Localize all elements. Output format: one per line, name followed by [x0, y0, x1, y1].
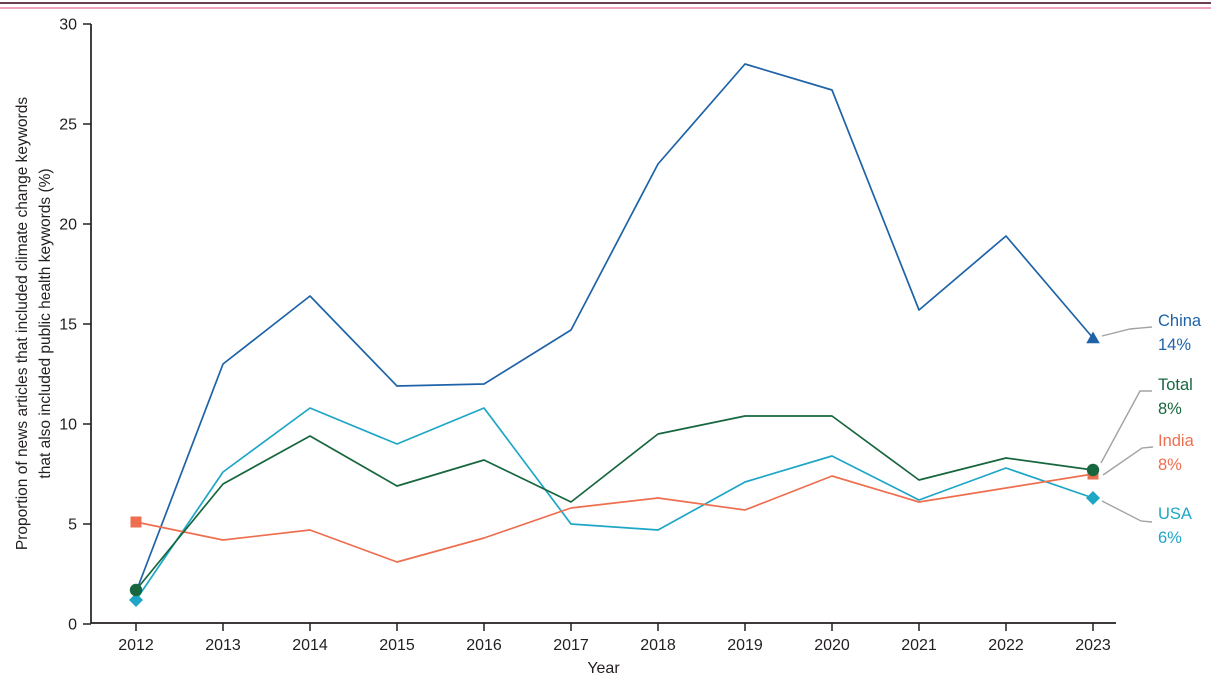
- y-tick-label: 25: [59, 117, 77, 134]
- x-tick-label: 2019: [727, 637, 763, 654]
- x-tick-label: 2021: [901, 637, 937, 654]
- total-start-marker: [129, 583, 143, 597]
- top-rule-pink: [0, 7, 1211, 9]
- y-tick-label: 5: [68, 517, 77, 534]
- x-tick-label: 2015: [379, 637, 415, 654]
- x-axis-title: Year: [587, 660, 620, 677]
- india-start-marker: [130, 516, 142, 528]
- end-label-name-china: China: [1158, 312, 1202, 330]
- end-label-value-india: 8%: [1158, 456, 1182, 474]
- top-rule-dark: [0, 2, 1211, 4]
- leader-line-china: [1101, 326, 1153, 337]
- x-tick-label: 2022: [988, 637, 1024, 654]
- x-tick-label: 2013: [205, 637, 241, 654]
- series-line-china: [135, 63, 1094, 593]
- series-line-india: [135, 473, 1094, 563]
- x-tick-label: 2014: [292, 637, 328, 654]
- axis-lines: [90, 24, 1116, 624]
- end-label-value-total: 8%: [1158, 400, 1182, 418]
- china-end-marker: [1086, 331, 1100, 344]
- end-label-value-china: 14%: [1158, 336, 1191, 354]
- end-label-name-india: India: [1158, 432, 1195, 450]
- x-tick-label: 2012: [118, 637, 154, 654]
- total-end-marker: [1086, 463, 1100, 477]
- end-label-value-usa: 6%: [1158, 529, 1182, 547]
- leader-line-total: [1100, 390, 1152, 464]
- end-label-name-total: Total: [1158, 376, 1193, 394]
- y-tick-label: 0: [68, 617, 77, 634]
- end-label-name-usa: USA: [1158, 505, 1192, 523]
- series-line-usa: [135, 407, 1094, 601]
- usa-start-marker: [129, 593, 143, 607]
- x-tick-label: 2018: [640, 637, 676, 654]
- x-tick-label: 2023: [1075, 637, 1111, 654]
- y-tick-label: 15: [59, 317, 77, 334]
- series-line-total: [135, 415, 1094, 591]
- leader-line-india: [1102, 446, 1154, 476]
- y-axis-title-line1: Proportion of news articles that include…: [14, 97, 31, 550]
- leader-line-usa: [1101, 500, 1153, 523]
- x-tick-label: 2016: [466, 637, 502, 654]
- y-tick-label: 30: [59, 17, 77, 34]
- usa-end-marker: [1086, 491, 1100, 505]
- x-tick-label: 2020: [814, 637, 850, 654]
- y-axis-title-line2: that also included public health keyword…: [37, 168, 54, 478]
- x-tick-label: 2017: [553, 637, 589, 654]
- y-tick-label: 10: [59, 417, 77, 434]
- y-tick-label: 20: [59, 217, 77, 234]
